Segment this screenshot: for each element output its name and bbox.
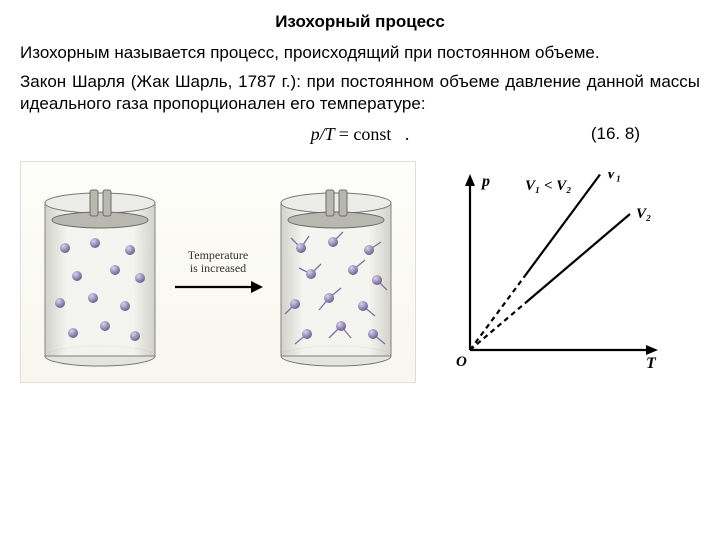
arrow-label: Temperature is increased	[188, 249, 248, 275]
formula-const: const	[353, 124, 391, 144]
formula: p/T = const .	[311, 124, 410, 145]
paragraph-2: Закон Шарля (Жак Шарль, 1787 г.): при по…	[20, 71, 700, 114]
formula-row: p/T = const . (16. 8)	[20, 124, 700, 145]
equation-number: (16. 8)	[591, 124, 640, 144]
svg-text:V₁ < V₂: V₁ < V₂	[525, 178, 572, 194]
paragraph-1: Изохорным называется процесс, происходящ…	[20, 42, 700, 63]
svg-text:V₁: V₁	[606, 172, 621, 183]
para2-paren: (Жак Шарль, 1787 г.)	[131, 72, 296, 91]
pt-chart: V₁ V₂ p T O V₁ < V₂	[440, 172, 660, 372]
figures-row: Temperature is increased	[20, 161, 700, 383]
cylinders-illustration: Temperature is increased	[20, 161, 416, 383]
arrow-right-icon	[173, 278, 263, 296]
svg-text:T: T	[646, 355, 657, 372]
formula-t: T	[325, 124, 335, 144]
svg-text:O: O	[456, 354, 467, 370]
cylinder-right-icon	[271, 178, 401, 368]
cylinder-left-icon	[35, 178, 165, 368]
formula-p: p	[311, 124, 320, 144]
svg-text:V₂: V₂	[636, 206, 651, 222]
para2-prefix: Закон Шарля	[20, 72, 131, 91]
title: Изохорный процесс	[20, 12, 700, 32]
svg-text:p: p	[480, 173, 490, 190]
arrow-block: Temperature is increased	[173, 249, 263, 296]
